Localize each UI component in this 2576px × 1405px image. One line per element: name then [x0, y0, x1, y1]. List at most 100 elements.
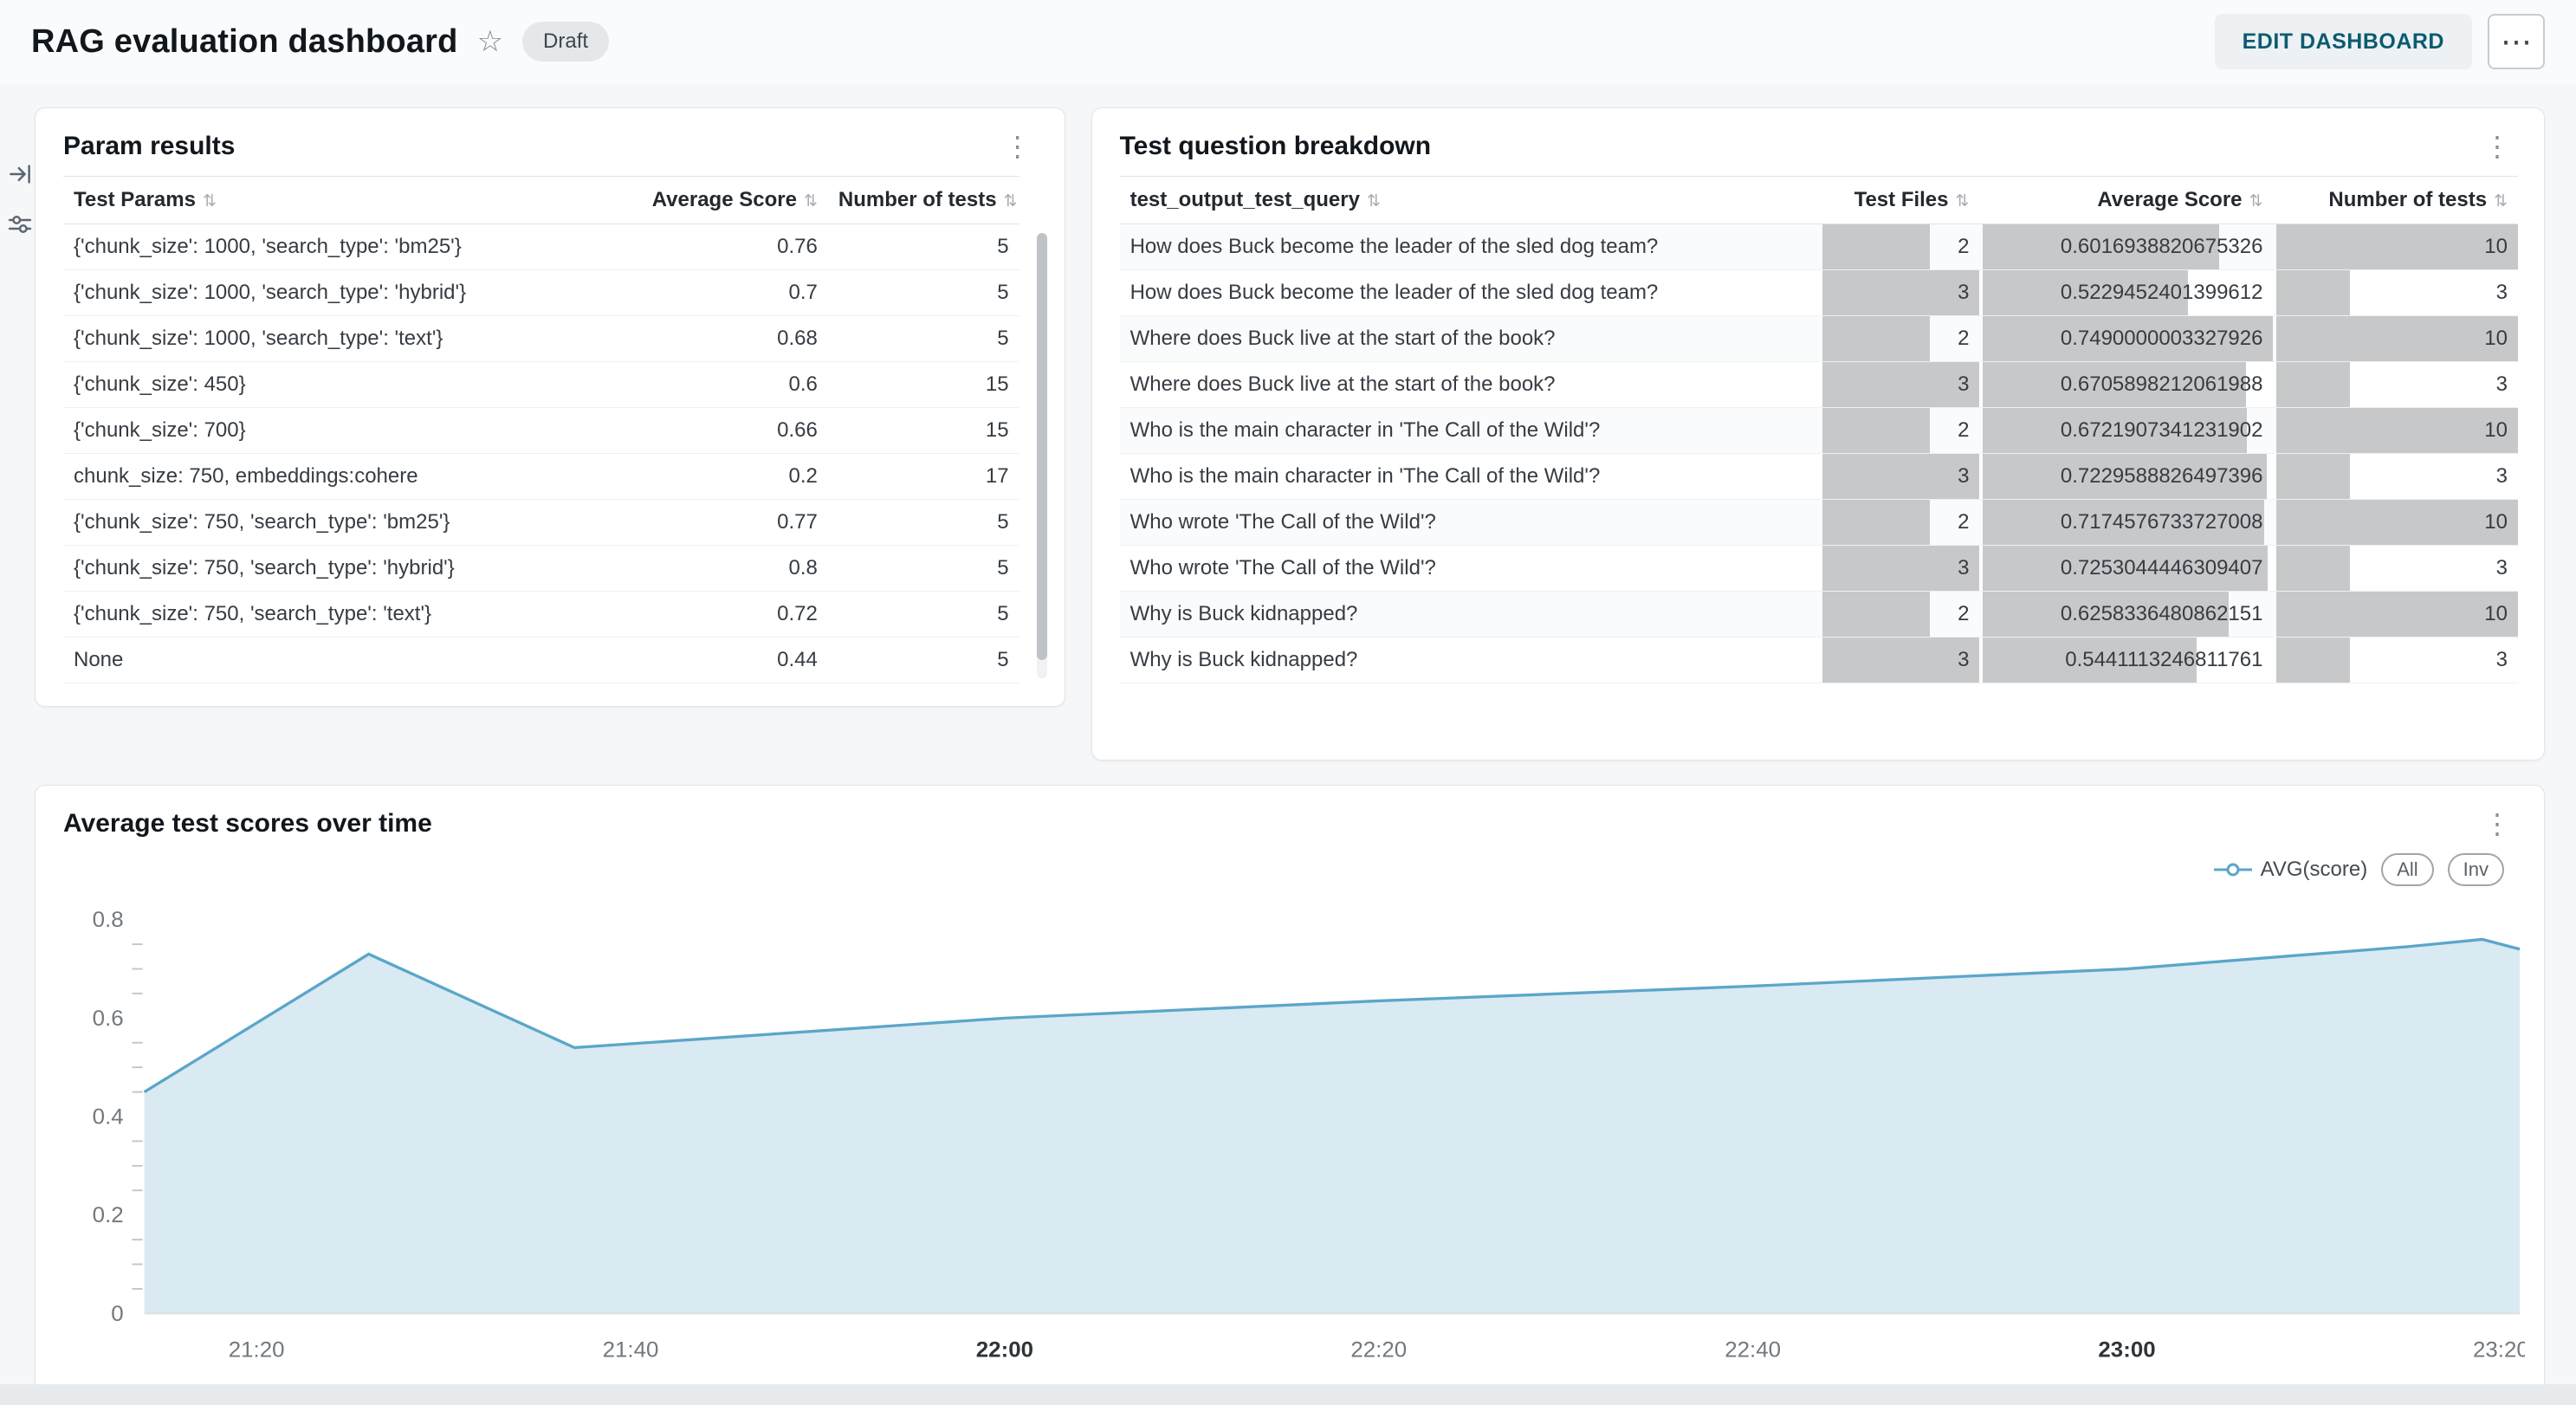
value-bar — [1822, 408, 1930, 453]
value-text: 0.7229588826497396 — [2060, 464, 2263, 488]
chart-plot-area: 0 0.2 0.4 0.6 0.8 21:20 21:40 22:00 22:20 22:40 23… — [36, 895, 2544, 1389]
legend-item-avg-score[interactable]: AVG(score) — [2213, 858, 2367, 882]
column-header-test-params[interactable]: Test Params ⇅ — [63, 176, 599, 224]
scores-over-time-chart[interactable]: 0 0.2 0.4 0.6 0.8 21:20 21:40 22:00 22:20 22:40 23… — [58, 898, 2525, 1383]
column-label: Test Params — [74, 188, 196, 211]
avg-score-cell: 0.7174576733727008 — [1979, 499, 2274, 546]
table-header-row: test_output_test_query ⇅ Test Files ⇅ Aver… — [1119, 176, 2518, 224]
value-text: 3 — [2495, 556, 2508, 579]
legend-inv-button[interactable]: Inv — [2447, 853, 2504, 886]
widget-menu-kebab-icon[interactable]: ⋮ — [2473, 808, 2521, 839]
num-tests-cell: 10 — [2273, 591, 2518, 638]
value-bar — [1983, 224, 2219, 269]
value-bar — [1983, 638, 2197, 683]
value-text: 0.6016938820675326 — [2060, 235, 2263, 258]
question-breakdown-card: Test question breakdown ⋮ test_output_te… — [1091, 107, 2545, 761]
widget-title: Average test scores over time — [63, 809, 432, 838]
num-tests-cell: 5 — [827, 499, 1019, 546]
avg-score-cell: 0.8 — [599, 545, 828, 592]
avg-score-cell: 0.5229452401399612 — [1979, 269, 2274, 316]
widget-menu-kebab-icon[interactable]: ⋮ — [994, 131, 1042, 162]
query-cell: Why is Buck kidnapped? — [1119, 637, 1819, 683]
table-row: chunk_size: 750, embeddings:cohere 0.2 17 — [63, 453, 1019, 500]
question-breakdown-tbody: How does Buck become the leader of the s… — [1119, 223, 2518, 683]
widget-menu-kebab-icon[interactable]: ⋮ — [2473, 131, 2521, 162]
edit-dashboard-button[interactable]: EDIT DASHBOARD — [2214, 14, 2472, 69]
test-files-cell: 3 — [1818, 453, 1980, 500]
legend-all-button[interactable]: All — [2381, 853, 2434, 886]
avg-score-cell: 0.72 — [599, 591, 828, 638]
sort-arrows-icon[interactable]: ⇅ — [2249, 192, 2263, 210]
value-text: 0.7174576733727008 — [2060, 510, 2263, 534]
filter-sliders-icon[interactable] — [7, 211, 33, 237]
chart-line — [143, 937, 2521, 1094]
table-scrollbar-thumb[interactable] — [1036, 233, 1047, 661]
num-tests-cell: 5 — [827, 223, 1019, 270]
value-bar — [2276, 270, 2351, 315]
value-text: 0.6705898212061988 — [2060, 372, 2263, 396]
more-options-button[interactable]: ⋯ — [2488, 14, 2545, 69]
test-files-cell: 2 — [1818, 315, 1980, 362]
avg-score-cell: 0.6721907341231902 — [1979, 407, 2274, 454]
table-row: {'chunk_size': 1000, 'search_type': 'tex… — [63, 315, 1019, 362]
column-header-number-of-tests[interactable]: Number of tests ⇅ — [2273, 176, 2518, 224]
test-files-cell: 3 — [1818, 545, 1980, 592]
sort-arrows-icon[interactable]: ⇅ — [2494, 192, 2508, 210]
sort-arrows-icon[interactable]: ⇅ — [1003, 192, 1018, 210]
avg-score-cell: 0.66 — [599, 407, 828, 454]
sort-arrows-icon[interactable]: ⇅ — [202, 192, 217, 210]
sort-arrows-icon[interactable]: ⇅ — [1366, 192, 1381, 210]
column-header-number-of-tests[interactable]: Number of tests ⇅ — [827, 176, 1019, 224]
side-toolbar — [7, 161, 33, 237]
value-bar — [1822, 638, 1980, 683]
num-tests-cell: 15 — [827, 361, 1019, 408]
x-tick-label: 23:20 — [2473, 1338, 2525, 1362]
value-text: 0.5229452401399612 — [2060, 281, 2263, 304]
value-text: 10 — [2484, 602, 2508, 625]
value-text: 10 — [2484, 418, 2508, 442]
num-tests-cell: 5 — [827, 637, 1019, 683]
param-cell: chunk_size: 750, embeddings:cohere — [63, 453, 599, 500]
value-text: 3 — [1958, 648, 1970, 671]
column-label: Number of tests — [2328, 188, 2488, 211]
value-bar — [1822, 362, 1980, 407]
column-header-average-score[interactable]: Average Score ⇅ — [599, 176, 828, 224]
avg-score-cell: 0.6016938820675326 — [1979, 223, 2274, 270]
open-panel-icon[interactable] — [7, 161, 33, 187]
value-text: 2 — [1958, 235, 1970, 258]
y-tick-label: 0.8 — [93, 909, 124, 932]
table-row: Who is the main character in 'The Call o… — [1119, 453, 2518, 500]
column-header-average-score[interactable]: Average Score ⇅ — [1979, 176, 2274, 224]
param-results-tbody: {'chunk_size': 1000, 'search_type': 'bm2… — [63, 223, 1019, 683]
value-text: 2 — [1958, 602, 1970, 625]
num-tests-cell: 10 — [2273, 315, 2518, 362]
table-scrollbar — [1036, 233, 1047, 678]
table-row: Where does Buck live at the start of the… — [1119, 315, 2518, 362]
column-header-test-files[interactable]: Test Files ⇅ — [1818, 176, 1980, 224]
num-tests-cell: 3 — [2273, 269, 2518, 316]
dashboard-canvas: Param results ⋮ Test Params ⇅ Average Sco… — [0, 83, 2576, 1398]
value-text: 3 — [2495, 464, 2508, 488]
sort-arrows-icon[interactable]: ⇅ — [1955, 192, 1970, 210]
query-cell: Who is the main character in 'The Call o… — [1119, 453, 1819, 500]
query-cell: Where does Buck live at the start of the… — [1119, 361, 1819, 408]
chart-area-fill — [144, 939, 2521, 1314]
value-bar — [1822, 270, 1980, 315]
avg-score-cell: 0.6705898212061988 — [1979, 361, 2274, 408]
sort-arrows-icon[interactable]: ⇅ — [803, 192, 818, 210]
table-row: Who wrote 'The Call of the Wild'? 3 0.7253… — [1119, 545, 2518, 592]
column-header-test-query[interactable]: test_output_test_query ⇅ — [1119, 176, 1819, 224]
value-bar — [1822, 546, 1980, 591]
value-text: 0.6258336480862151 — [2060, 602, 2263, 625]
widget-title: Test question breakdown — [1119, 132, 1432, 160]
value-bar — [1822, 316, 1930, 361]
value-bar — [2276, 408, 2518, 453]
question-breakdown-card-head: Test question breakdown ⋮ — [1092, 108, 2544, 176]
favorite-star-icon[interactable]: ☆ — [476, 25, 504, 58]
table-row: Why is Buck kidnapped? 2 0.625833648086215… — [1119, 591, 2518, 638]
y-tick-label: 0.6 — [93, 1007, 124, 1030]
value-bar — [1983, 408, 2247, 453]
value-bar — [2276, 546, 2351, 591]
param-cell: {'chunk_size': 750, 'search_type': 'bm25… — [63, 499, 599, 546]
